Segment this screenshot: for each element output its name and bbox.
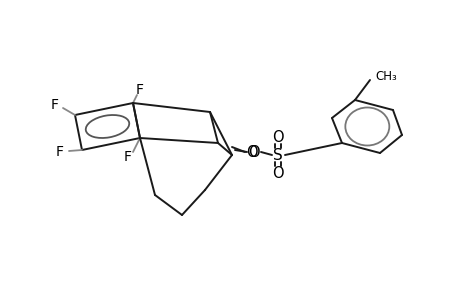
Text: F: F (51, 98, 59, 112)
Text: O: O (248, 145, 259, 160)
Text: O: O (272, 130, 283, 145)
Text: O: O (272, 166, 283, 181)
Text: CH₃: CH₃ (374, 70, 396, 83)
Text: F: F (56, 145, 64, 159)
Text: F: F (124, 150, 132, 164)
Text: F: F (136, 83, 144, 97)
Text: S: S (273, 148, 282, 163)
Text: O: O (246, 145, 257, 160)
